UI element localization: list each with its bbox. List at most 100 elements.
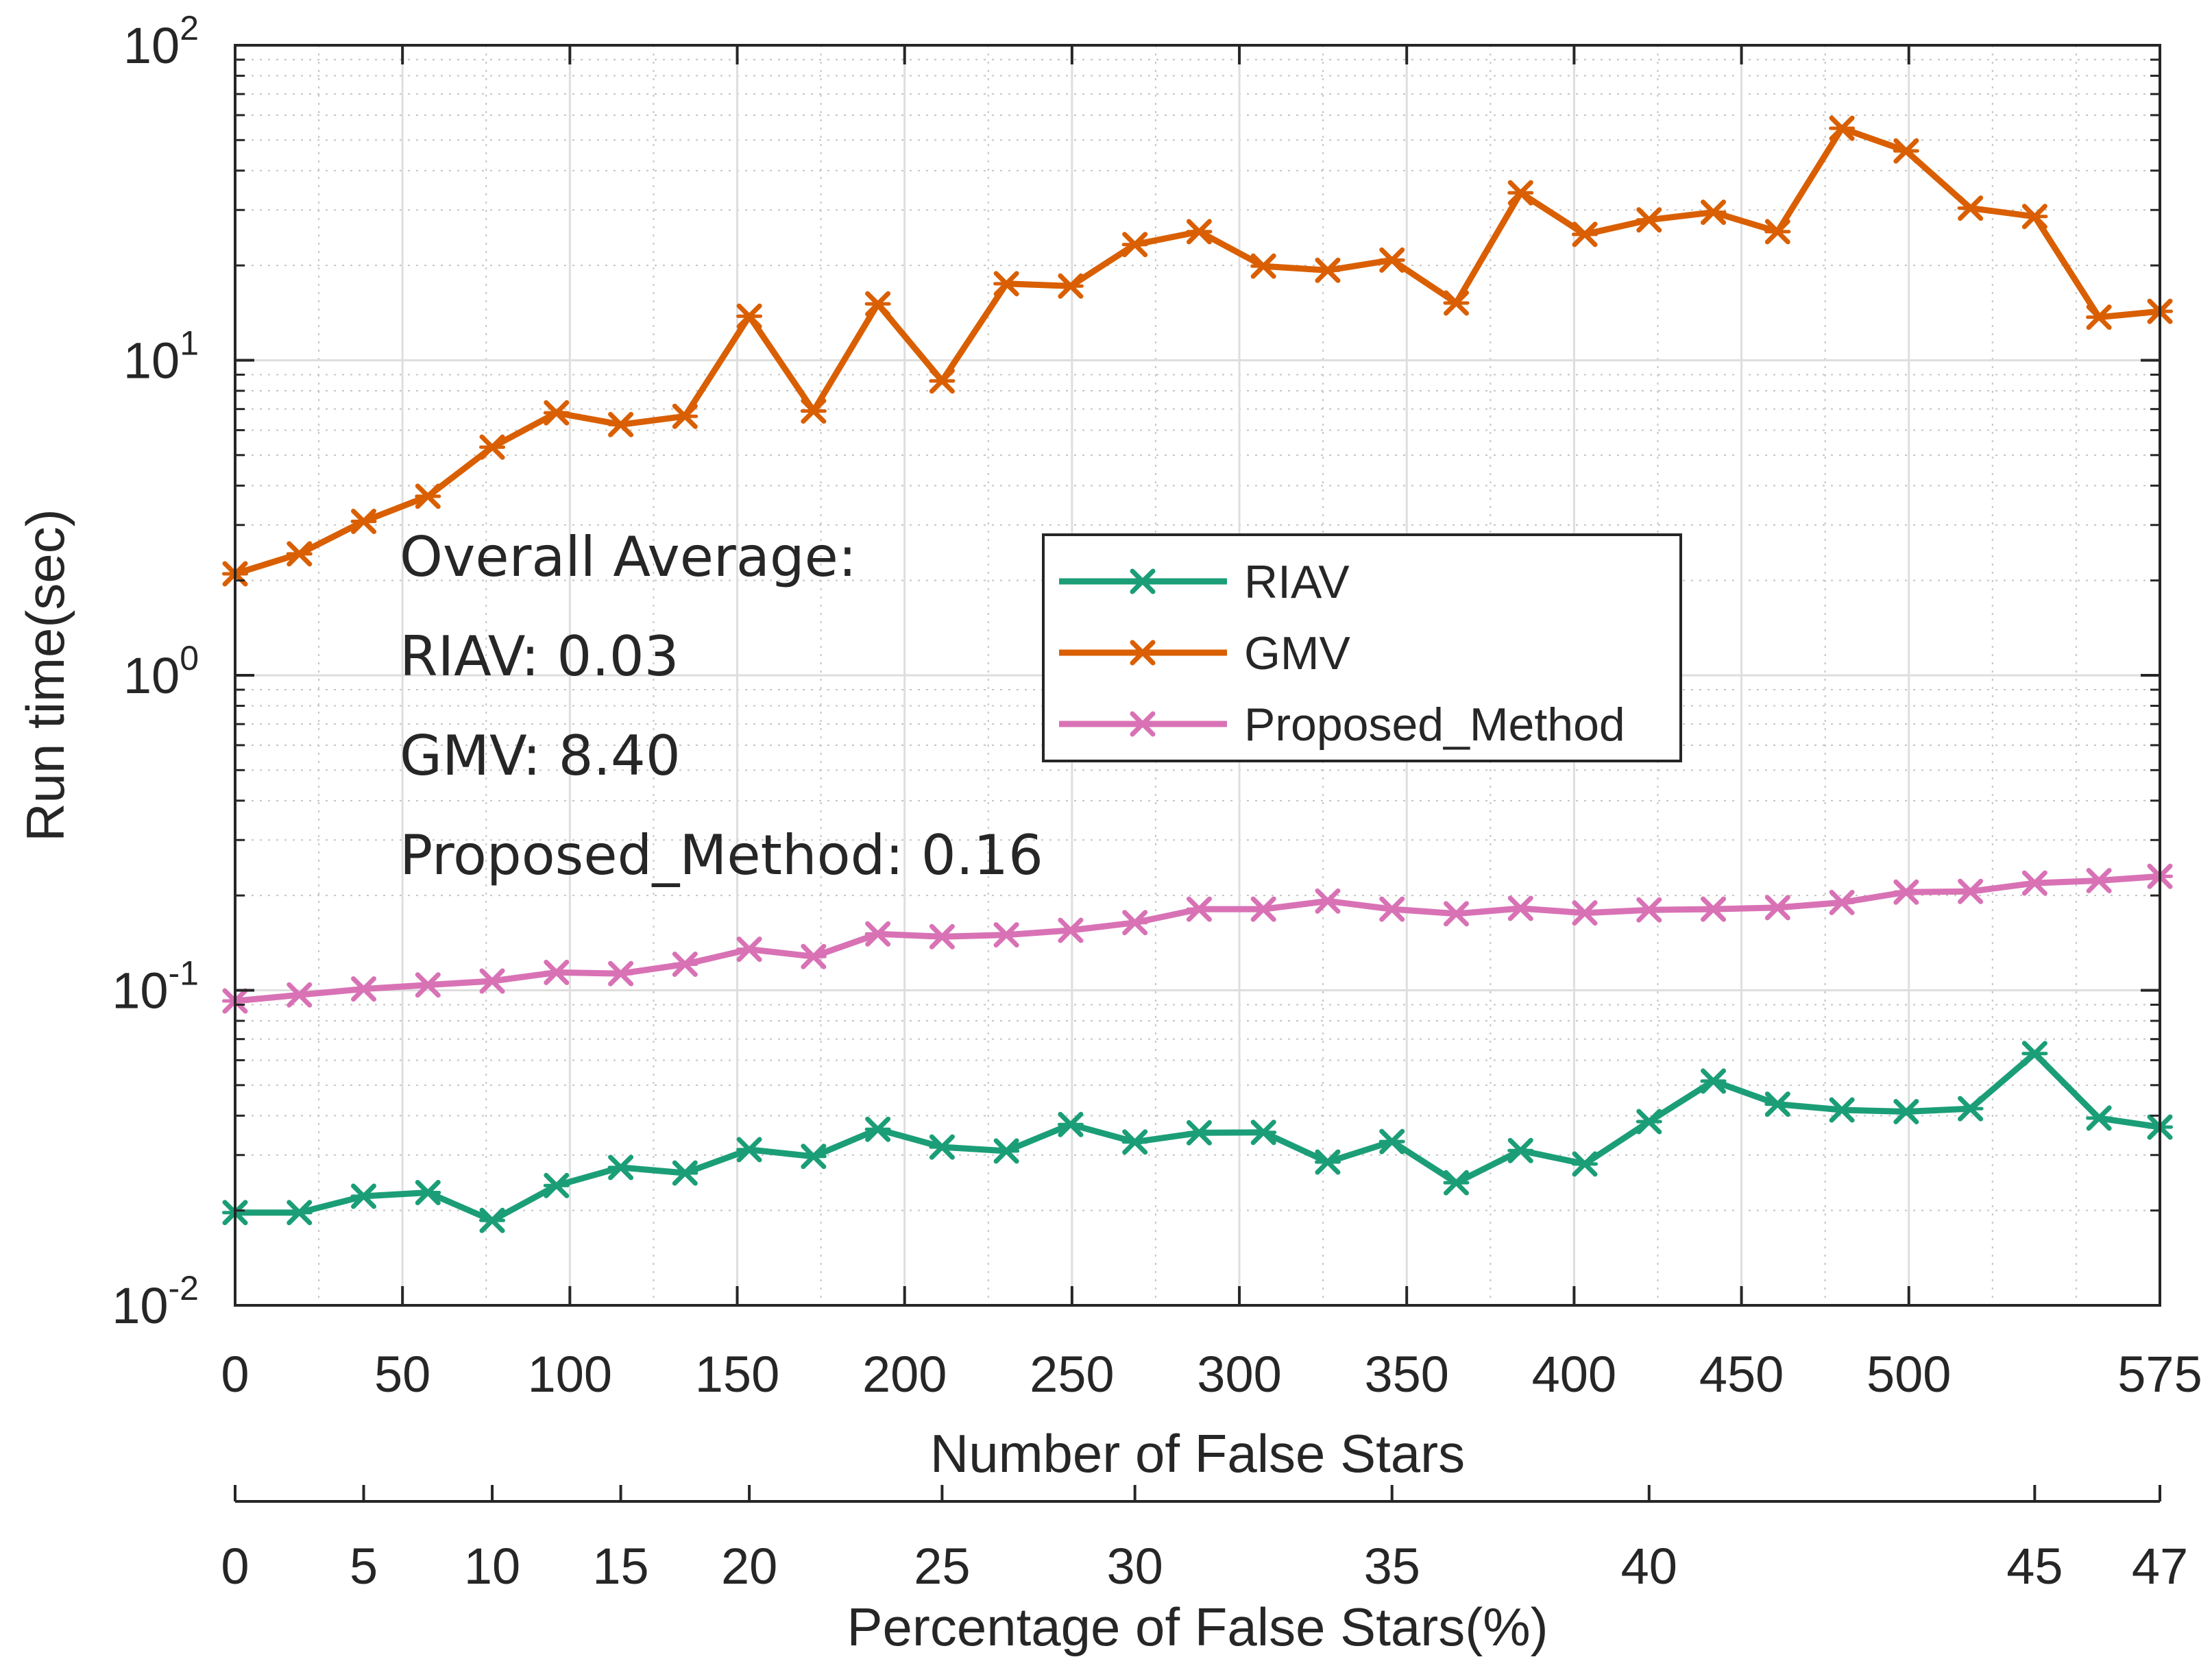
data-point-riav [2021, 1041, 2048, 1067]
data-point-gmv [1121, 232, 1148, 258]
data-point-gmv [1057, 273, 1084, 299]
legend-marker [1130, 568, 1156, 594]
x-tick-label: 100 [528, 1346, 612, 1403]
data-point-proposed-method [672, 951, 698, 977]
y-tick-label: 102 [123, 9, 199, 74]
x-tick-label: 0 [221, 1346, 249, 1403]
overall-average-annotation: Overall Average: RIAV: 0.03 GMV: 8.40 Pr… [400, 525, 1043, 887]
data-point-riav [1829, 1097, 1856, 1123]
data-point-gmv [864, 291, 891, 317]
data-point-gmv [2086, 304, 2113, 330]
x2-tick-label: 20 [721, 1538, 777, 1595]
secondary-x-axis-label: Percentage of False Stars(%) [847, 1597, 1548, 1657]
series-layer [222, 115, 2173, 1233]
x2-tick-label: 45 [2006, 1538, 2063, 1595]
y-tick-label: 100 [123, 639, 199, 704]
data-point-proposed-method [1829, 889, 1856, 915]
data-point-proposed-method [1186, 896, 1213, 922]
legend-marker [1130, 711, 1156, 737]
data-point-proposed-method [993, 922, 1020, 948]
data-point-riav [415, 1180, 441, 1206]
data-point-proposed-method [286, 982, 313, 1008]
data-point-gmv [2021, 204, 2048, 230]
legend-items: RIAV GMV Proposed_Method [1059, 556, 1625, 751]
data-point-proposed-method [1700, 896, 1727, 922]
legend-item-riav: RIAV [1059, 556, 1350, 608]
data-point-proposed-method [350, 976, 377, 1002]
data-point-gmv [1186, 219, 1213, 245]
x2-tick-label: 40 [1621, 1538, 1677, 1595]
data-point-gmv [415, 483, 441, 509]
series-proposed-method [222, 863, 2173, 1014]
data-point-riav [929, 1134, 956, 1160]
legend-label: RIAV [1244, 556, 1350, 608]
data-point-riav [1057, 1111, 1084, 1137]
y-tick-label: 101 [123, 324, 199, 389]
data-point-gmv [1572, 221, 1599, 247]
data-point-gmv [736, 303, 763, 329]
data-point-proposed-method [479, 968, 506, 994]
data-point-proposed-method [864, 921, 891, 947]
data-point-gmv [1893, 138, 1919, 164]
data-point-proposed-method [1057, 917, 1084, 943]
data-point-gmv [286, 541, 313, 567]
data-point-gmv [1700, 200, 1727, 226]
x2-tick-label: 5 [350, 1538, 378, 1595]
data-point-riav [1443, 1170, 1470, 1196]
x2-tick-label: 35 [1364, 1538, 1420, 1595]
x-tick-label: 350 [1364, 1346, 1448, 1403]
data-point-proposed-method [543, 959, 570, 985]
annotation-title: Overall Average: [400, 525, 857, 589]
x-tick-label: 400 [1532, 1346, 1616, 1403]
data-point-proposed-method [929, 923, 956, 950]
x-tick-label: 450 [1699, 1346, 1784, 1403]
secondary-x-axis: 0 5 10 15 20 25 30 35 40 45 47 [221, 1485, 2188, 1595]
x-axis-ticks: 0 50 100 150 200 250 300 350 400 450 500 575 [221, 45, 2202, 1403]
y-tick-label: 10-1 [112, 954, 199, 1019]
data-point-gmv [1764, 219, 1791, 245]
data-point-riav [736, 1137, 763, 1163]
data-point-gmv [1250, 253, 1277, 279]
data-point-proposed-method [1121, 910, 1148, 936]
data-point-riav [1764, 1091, 1791, 1117]
data-point-gmv [929, 368, 956, 394]
data-point-riav [1250, 1120, 1277, 1146]
data-point-proposed-method [1378, 896, 1405, 922]
data-point-proposed-method [1636, 897, 1662, 923]
annotation-proposed: Proposed_Method: 0.16 [400, 823, 1043, 887]
legend-marker [1130, 640, 1156, 666]
data-point-proposed-method [1893, 879, 1919, 905]
legend: RIAV GMV Proposed_Method [1042, 533, 1682, 762]
data-point-gmv [800, 398, 827, 424]
data-point-gmv [1829, 115, 1856, 141]
data-point-riav [286, 1200, 313, 1226]
data-point-gmv [1636, 207, 1662, 233]
x-tick-label: 500 [1867, 1346, 1951, 1403]
data-point-riav [1636, 1109, 1662, 1135]
x2-tick-label: 10 [464, 1538, 520, 1595]
data-point-riav [800, 1144, 827, 1170]
data-point-riav [672, 1160, 698, 1186]
data-point-proposed-method [415, 972, 441, 998]
x-tick-label: 250 [1030, 1346, 1114, 1403]
data-point-gmv [543, 400, 570, 426]
data-point-riav [607, 1155, 634, 1181]
data-point-proposed-method [1764, 895, 1791, 921]
data-point-gmv [479, 434, 506, 460]
data-point-riav [1121, 1129, 1148, 1155]
legend-label: Proposed_Method [1244, 699, 1625, 751]
data-point-gmv [607, 411, 634, 437]
series-gmv [222, 115, 2173, 587]
secondary-x-axis-ticks: 0 5 10 15 20 25 30 35 40 45 47 [221, 1485, 2188, 1595]
data-point-riav [479, 1207, 506, 1233]
data-point-riav [543, 1172, 570, 1198]
data-point-gmv [1507, 180, 1534, 206]
data-point-proposed-method [1507, 895, 1534, 921]
data-point-riav [2086, 1105, 2113, 1131]
data-point-gmv [993, 271, 1020, 297]
data-point-riav [993, 1138, 1020, 1164]
y-axis-label: Run time(sec) [15, 509, 75, 841]
data-point-proposed-method [2086, 867, 2113, 893]
data-point-proposed-method [736, 936, 763, 963]
